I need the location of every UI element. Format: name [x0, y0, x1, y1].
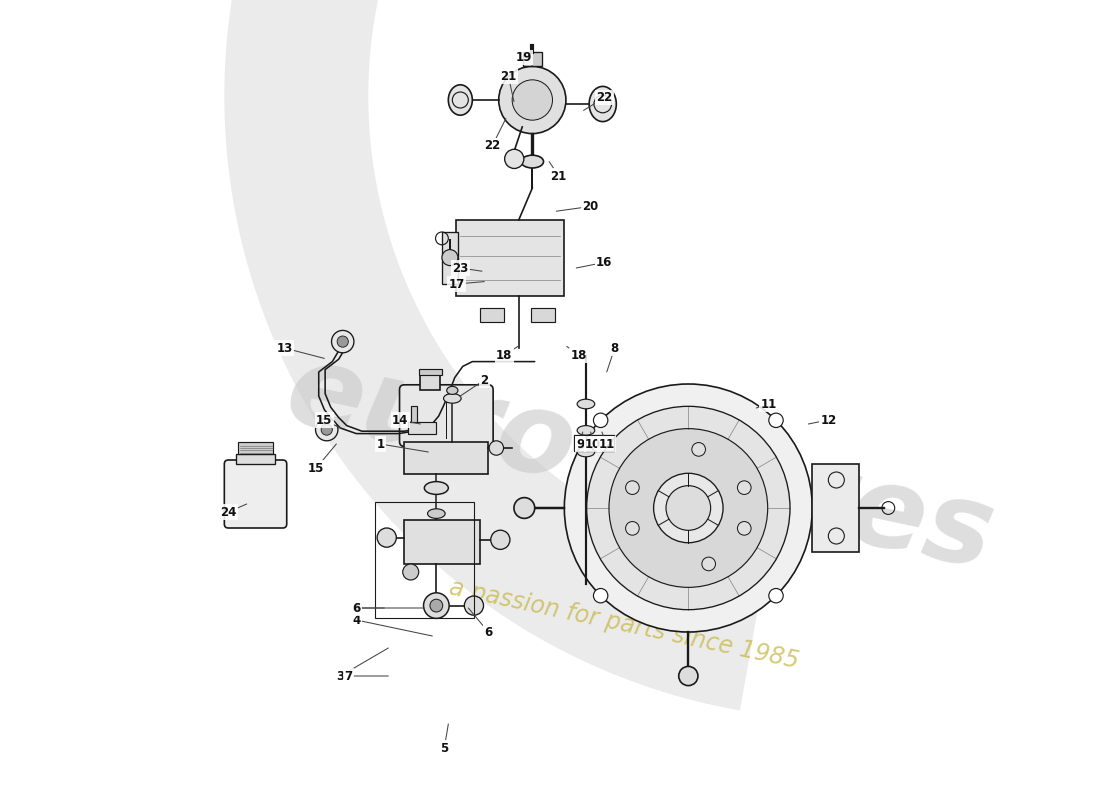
Bar: [405, 442, 488, 474]
Bar: [238, 442, 273, 454]
Circle shape: [586, 406, 790, 610]
Circle shape: [609, 429, 768, 587]
Bar: [420, 375, 440, 390]
Ellipse shape: [428, 509, 446, 518]
Circle shape: [737, 522, 751, 535]
Text: 12: 12: [808, 414, 836, 426]
Text: 15: 15: [308, 444, 337, 474]
Circle shape: [498, 66, 565, 134]
Bar: [410, 406, 417, 422]
Circle shape: [491, 530, 510, 550]
Circle shape: [424, 593, 449, 618]
Ellipse shape: [521, 155, 543, 168]
Ellipse shape: [425, 482, 449, 494]
Text: 19: 19: [515, 51, 532, 66]
FancyBboxPatch shape: [224, 460, 287, 528]
Text: 20: 20: [557, 200, 598, 213]
Circle shape: [626, 481, 639, 494]
Text: 16: 16: [576, 256, 613, 269]
Circle shape: [564, 384, 812, 632]
Text: 11: 11: [598, 432, 615, 450]
Circle shape: [666, 486, 711, 530]
Text: 22: 22: [583, 91, 613, 110]
Text: 18: 18: [496, 346, 518, 362]
Text: 7: 7: [344, 670, 388, 682]
Bar: [405, 520, 481, 564]
Circle shape: [505, 150, 524, 169]
Text: 9: 9: [576, 432, 584, 450]
Circle shape: [593, 589, 608, 603]
Text: 14: 14: [392, 414, 420, 426]
Circle shape: [769, 589, 783, 603]
Text: 1: 1: [376, 438, 428, 452]
Circle shape: [442, 250, 458, 266]
Ellipse shape: [449, 85, 472, 115]
Text: 4: 4: [352, 602, 425, 614]
Circle shape: [321, 424, 332, 435]
Circle shape: [490, 441, 504, 455]
Ellipse shape: [578, 447, 595, 457]
Circle shape: [316, 418, 338, 441]
Text: a passion for parts since 1985: a passion for parts since 1985: [448, 575, 802, 673]
Text: 13: 13: [276, 342, 324, 358]
Text: 4: 4: [352, 614, 432, 636]
Text: 2: 2: [460, 374, 488, 396]
Ellipse shape: [447, 386, 458, 394]
Text: 11: 11: [757, 398, 777, 410]
Circle shape: [403, 564, 419, 580]
Circle shape: [514, 498, 535, 518]
Text: 24: 24: [220, 504, 246, 518]
Circle shape: [513, 80, 552, 120]
Bar: [481, 308, 504, 322]
Text: 17: 17: [448, 278, 484, 290]
Circle shape: [702, 557, 715, 570]
Text: 22: 22: [484, 118, 506, 152]
Ellipse shape: [578, 426, 595, 435]
Bar: [408, 422, 437, 434]
Text: 10: 10: [585, 432, 602, 450]
Text: 6: 6: [469, 608, 493, 638]
Ellipse shape: [590, 86, 616, 122]
Circle shape: [464, 596, 484, 615]
Circle shape: [737, 481, 751, 494]
Circle shape: [331, 330, 354, 353]
Text: 5: 5: [440, 724, 449, 754]
Bar: [456, 220, 564, 296]
Ellipse shape: [443, 394, 461, 403]
Text: 21: 21: [549, 162, 566, 182]
Circle shape: [430, 599, 442, 612]
Text: 8: 8: [607, 342, 619, 372]
Circle shape: [626, 522, 639, 535]
Text: 3: 3: [337, 648, 388, 682]
Ellipse shape: [578, 399, 595, 409]
Bar: [236, 454, 275, 464]
Circle shape: [679, 666, 697, 686]
Polygon shape: [224, 0, 764, 710]
Circle shape: [377, 528, 396, 547]
Text: 23: 23: [452, 262, 482, 274]
Bar: [812, 464, 859, 552]
Circle shape: [337, 336, 349, 347]
Circle shape: [593, 413, 608, 427]
Text: 21: 21: [500, 70, 517, 102]
Bar: [442, 232, 458, 284]
Text: eurospares: eurospares: [277, 335, 1004, 593]
Circle shape: [769, 413, 783, 427]
Text: 18: 18: [566, 346, 587, 362]
Text: 6: 6: [352, 602, 384, 614]
FancyBboxPatch shape: [399, 385, 493, 446]
Text: 15: 15: [316, 414, 340, 428]
Circle shape: [653, 474, 723, 542]
Circle shape: [692, 442, 705, 456]
Bar: [419, 369, 442, 375]
Bar: [522, 52, 542, 66]
Bar: [530, 308, 554, 322]
